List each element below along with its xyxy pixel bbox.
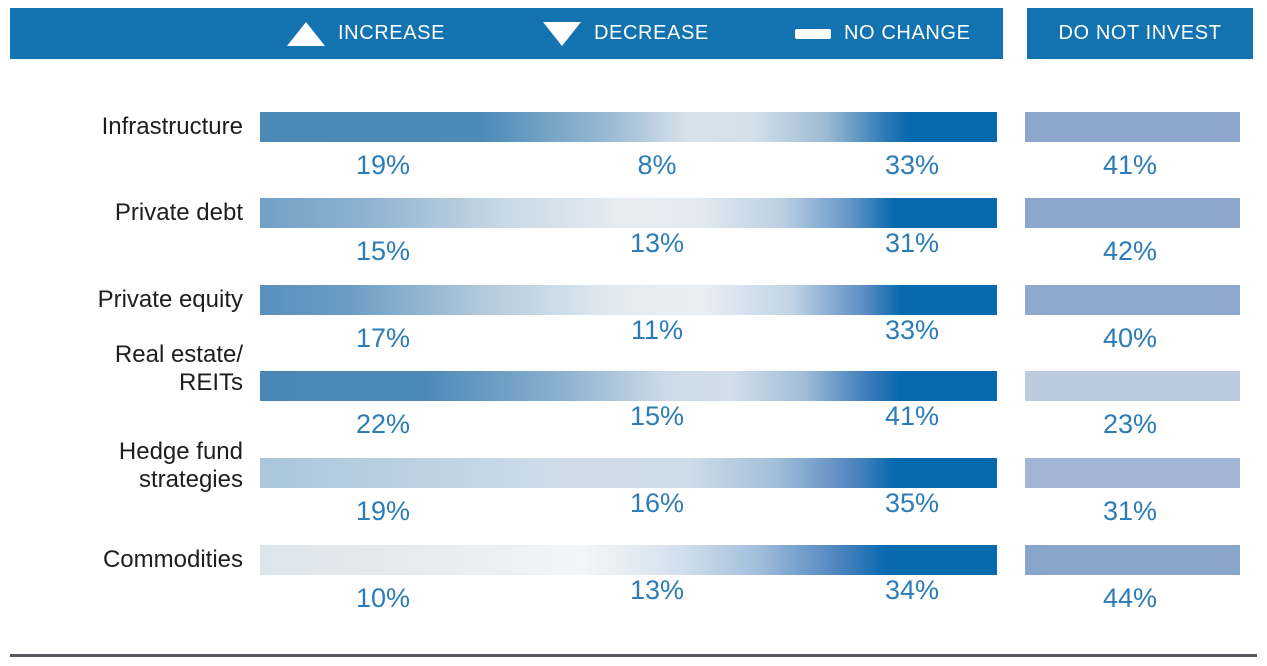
do-not-invest-header: DO NOT INVEST	[1027, 8, 1253, 59]
row-label-private-debt: Private debt	[114, 199, 243, 226]
legend-decrease-label: DECREASE	[594, 22, 709, 44]
decrease-value: 13%	[629, 228, 685, 258]
gradient-bar-real-estate-reits	[260, 371, 997, 401]
table-row: Infrastructure 19% 8% 33% 41%	[0, 112, 1267, 194]
no-change-value: 41%	[884, 401, 940, 431]
do-not-invest-bar-hedge-fund-strategies	[1025, 458, 1240, 488]
decrease-value: 15%	[629, 401, 685, 431]
decrease-value: 16%	[629, 488, 685, 518]
do-not-invest-value: 31%	[1102, 496, 1158, 526]
table-row: Private equity 17% 11% 33% 40%	[0, 285, 1267, 367]
row-label-private-equity: Private equity	[97, 286, 243, 313]
do-not-invest-bar-private-debt	[1025, 198, 1240, 228]
do-not-invest-bar-private-equity	[1025, 285, 1240, 315]
do-not-invest-value: 42%	[1102, 236, 1158, 266]
row-label-infrastructure: Infrastructure	[101, 113, 243, 140]
do-not-invest-bar-commodities	[1025, 545, 1240, 575]
do-not-invest-value: 40%	[1102, 323, 1158, 353]
no-change-value: 34%	[884, 575, 940, 605]
legend-header-bar: INCREASE DECREASE NO CHANGE	[10, 8, 1003, 59]
increase-value: 15%	[355, 236, 411, 266]
legend-item-no-change: NO CHANGE	[795, 8, 971, 59]
increase-value: 10%	[355, 583, 411, 613]
do-not-invest-bar-real-estate-reits	[1025, 371, 1240, 401]
do-not-invest-value: 23%	[1102, 409, 1158, 439]
triangle-up-icon	[287, 21, 325, 46]
gradient-bar-private-equity	[260, 285, 997, 315]
no-change-value: 33%	[884, 315, 940, 345]
increase-value: 17%	[355, 323, 411, 353]
legend-increase-label: INCREASE	[338, 22, 446, 44]
legend-item-increase: INCREASE	[287, 8, 445, 59]
do-not-invest-label: DO NOT INVEST	[1058, 22, 1222, 44]
increase-value: 22%	[355, 409, 411, 439]
table-row: Private debt 15% 13% 31% 42%	[0, 198, 1267, 280]
triangle-down-icon	[543, 21, 581, 46]
do-not-invest-value: 41%	[1102, 150, 1158, 180]
table-row: Real estate/ REITs 22% 15% 41% 23%	[0, 341, 1267, 453]
decrease-value: 13%	[629, 575, 685, 605]
no-change-value: 33%	[884, 150, 940, 180]
gradient-bar-commodities	[260, 545, 997, 575]
bottom-divider	[10, 654, 1257, 657]
increase-value: 19%	[355, 496, 411, 526]
dash-icon	[795, 28, 831, 39]
row-label-commodities: Commodities	[102, 546, 243, 573]
row-label-real-estate-reits: Real estate/ REITs	[114, 341, 243, 396]
do-not-invest-bar-infrastructure	[1025, 112, 1240, 142]
row-label-hedge-fund-strategies: Hedge fund strategies	[118, 438, 243, 493]
gradient-bar-hedge-fund-strategies	[260, 458, 997, 488]
gradient-bar-infrastructure	[260, 112, 997, 142]
table-row: Hedge fund strategies 19% 16% 35% 31%	[0, 438, 1267, 540]
legend-item-decrease: DECREASE	[543, 8, 709, 59]
gradient-bar-private-debt	[260, 198, 997, 228]
table-row: Commodities 10% 13% 34% 44%	[0, 545, 1267, 627]
legend-no-change-label: NO CHANGE	[844, 22, 971, 44]
decrease-value: 8%	[637, 150, 677, 180]
do-not-invest-value: 44%	[1102, 583, 1158, 613]
increase-value: 19%	[355, 150, 411, 180]
no-change-value: 35%	[884, 488, 940, 518]
decrease-value: 11%	[630, 315, 684, 345]
no-change-value: 31%	[884, 228, 940, 258]
